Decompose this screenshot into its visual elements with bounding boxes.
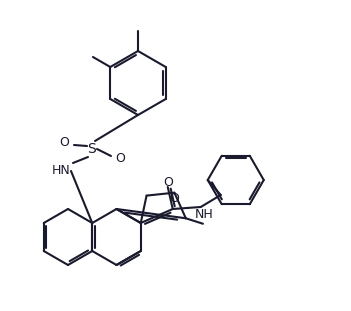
Text: O: O bbox=[115, 152, 125, 165]
Text: S: S bbox=[88, 142, 97, 156]
Text: HN: HN bbox=[52, 165, 70, 178]
Text: NH: NH bbox=[194, 208, 213, 221]
Text: O: O bbox=[163, 175, 173, 188]
Text: O: O bbox=[59, 137, 69, 150]
Text: O: O bbox=[170, 192, 179, 205]
